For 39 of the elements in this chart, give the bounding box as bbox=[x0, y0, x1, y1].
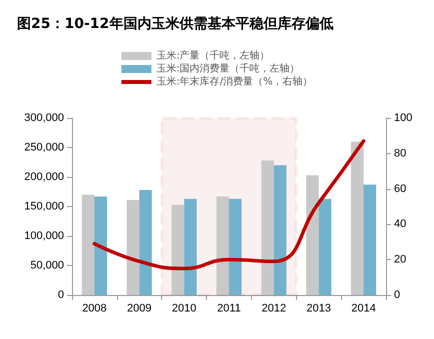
bar bbox=[261, 160, 274, 295]
line-series bbox=[92, 139, 366, 270]
legend-label: 玉米:年末库存/消费量（%，右轴） bbox=[156, 76, 313, 88]
x-tick-label: 2010 bbox=[172, 302, 196, 314]
y2-tick-label: 80 bbox=[394, 147, 406, 160]
bar bbox=[82, 194, 94, 295]
legend-label: 玉米:产量（千吨，左轴） bbox=[156, 50, 270, 62]
bar bbox=[94, 196, 107, 295]
bar bbox=[126, 200, 140, 295]
bar bbox=[306, 175, 319, 295]
bar bbox=[229, 198, 242, 295]
y-tick-label: 150,000 bbox=[24, 200, 64, 212]
x-tick-label: 2014 bbox=[351, 302, 376, 314]
bar bbox=[364, 184, 376, 295]
y-tick-label: 200,000 bbox=[24, 171, 64, 183]
bar bbox=[274, 165, 286, 295]
y2-tick-label: 60 bbox=[394, 182, 406, 195]
bar bbox=[318, 198, 332, 295]
y-tick-label: 100,000 bbox=[24, 230, 64, 242]
y-tick-label: 250,000 bbox=[24, 142, 64, 154]
x-tick-label: 2013 bbox=[306, 302, 331, 314]
x-tick-label: 2011 bbox=[217, 302, 241, 314]
y2-tick-label: 20 bbox=[394, 254, 406, 266]
y-tick-label: 0 bbox=[58, 289, 64, 301]
legend-label: 玉米:国内消费量（千吨，左轴） bbox=[156, 62, 300, 74]
x-tick-label: 2012 bbox=[262, 302, 286, 314]
y-tick-label: 50,000 bbox=[30, 260, 64, 272]
bar bbox=[184, 198, 197, 295]
bar bbox=[216, 196, 229, 295]
y-tick-label: 300,000 bbox=[24, 112, 64, 124]
x-tick-label: 2009 bbox=[127, 302, 152, 314]
y2-tick-label: 100 bbox=[394, 112, 412, 124]
y2-tick-label: 40 bbox=[394, 218, 406, 230]
x-tick-label: 2008 bbox=[82, 302, 107, 314]
y2-tick-label: 0 bbox=[394, 289, 400, 301]
bar bbox=[172, 204, 184, 295]
bar bbox=[351, 142, 364, 295]
bar bbox=[139, 190, 152, 295]
chart-title: 图25：10-12年国内玉米供需基本平稳但库存偏低 bbox=[17, 15, 334, 32]
